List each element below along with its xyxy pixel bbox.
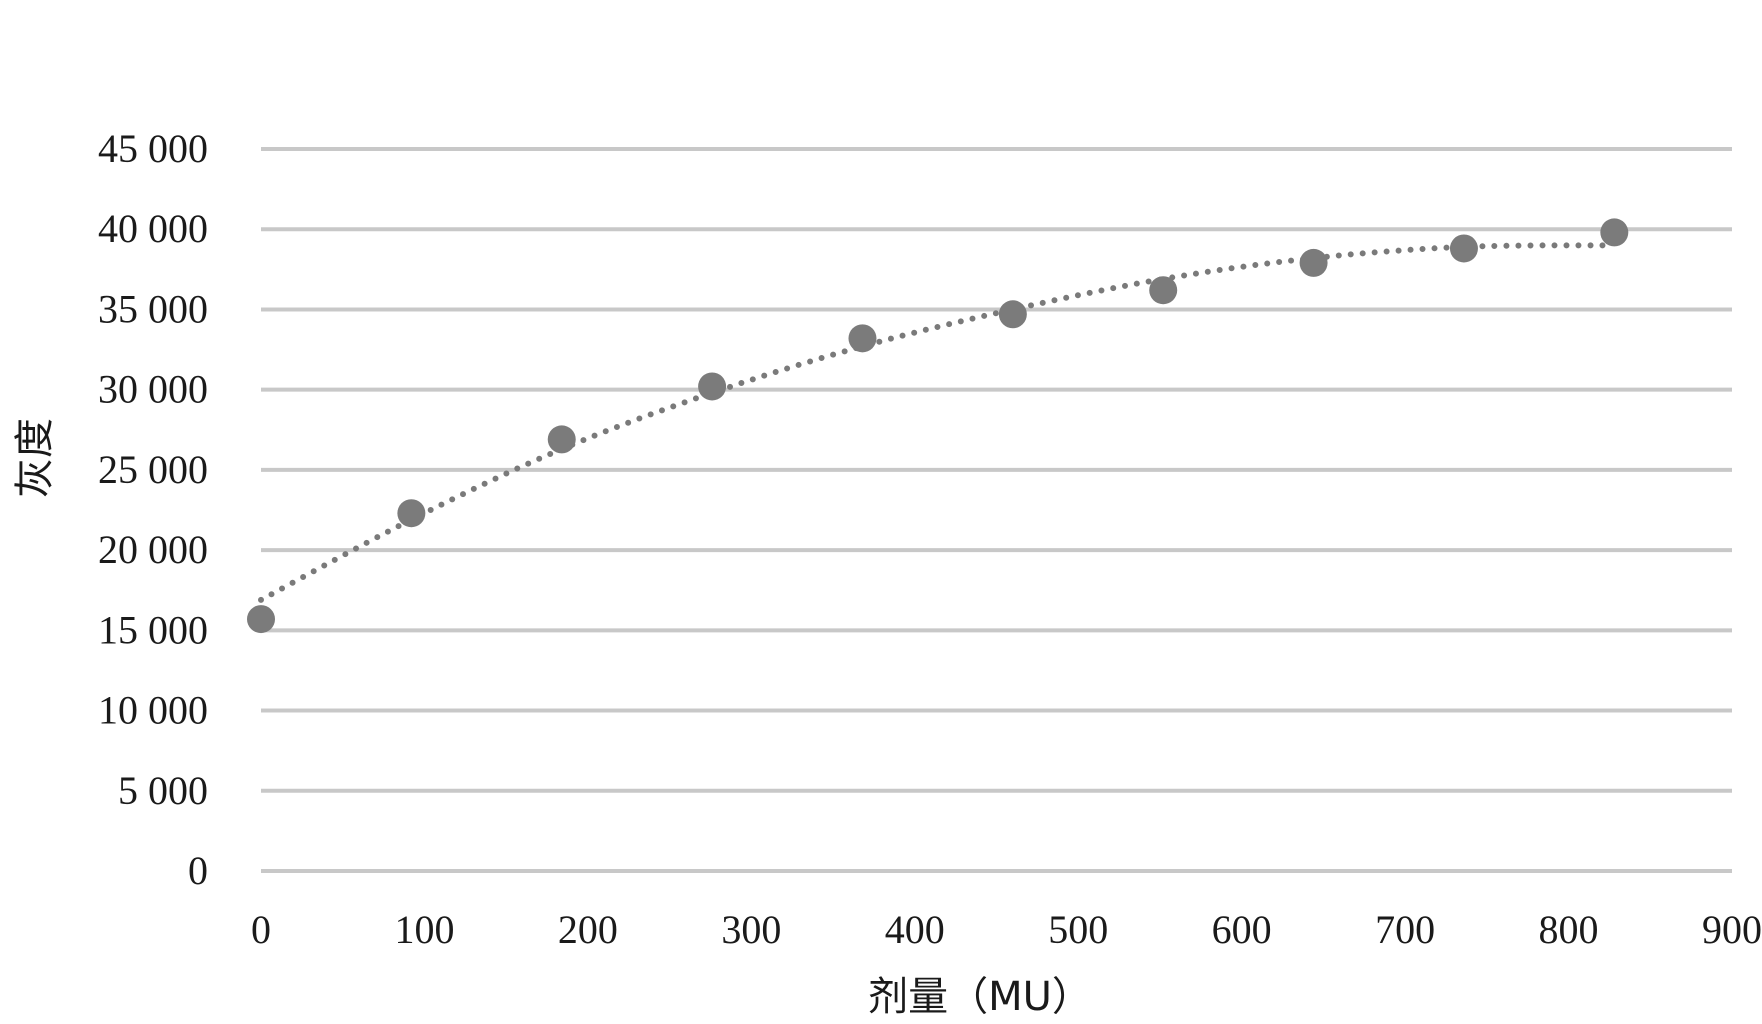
data-point	[397, 499, 426, 528]
y-tick-labels: 0 5 000 10 000 15 000 20 000 25 000 30 000 35 0…	[98, 126, 208, 893]
y-tick-label: 25 000	[98, 447, 208, 492]
y-tick-label: 15 000	[98, 607, 208, 652]
x-tick-label: 0	[251, 907, 271, 952]
y-tick-label: 30 000	[98, 367, 208, 412]
x-tick-labels: 0 100 200 300 400 500 600 700 800 900	[251, 907, 1762, 952]
x-tick-label: 600	[1212, 907, 1272, 952]
data-point	[1149, 276, 1178, 305]
data-point	[848, 324, 877, 353]
y-tick-label: 35 000	[98, 286, 208, 331]
y-tick-label: 10 000	[98, 688, 208, 733]
data-point	[247, 605, 275, 634]
y-tick-label: 20 000	[98, 527, 208, 572]
data-point	[698, 372, 727, 401]
x-tick-label: 800	[1539, 907, 1599, 952]
x-tick-label: 100	[394, 907, 454, 952]
x-tick-label: 500	[1048, 907, 1108, 952]
y-axis-title: 灰度	[12, 418, 58, 498]
x-tick-label: 200	[558, 907, 618, 952]
trendline	[258, 242, 1618, 603]
x-tick-label: 700	[1375, 907, 1435, 952]
data-point	[1600, 218, 1629, 247]
x-tick-label: 900	[1702, 907, 1762, 952]
data-point	[1299, 248, 1328, 277]
data-point	[547, 425, 576, 454]
data-point	[1449, 234, 1478, 263]
y-tick-label: 5 000	[118, 768, 208, 813]
data-points	[247, 218, 1629, 634]
y-tick-label: 0	[188, 848, 208, 893]
gridlines	[261, 147, 1732, 873]
y-tick-label: 40 000	[98, 206, 208, 251]
x-tick-label: 300	[721, 907, 781, 952]
x-tick-label: 400	[885, 907, 945, 952]
data-point	[998, 300, 1027, 329]
x-axis-title: 剂量（MU）	[868, 974, 1092, 1020]
y-tick-label: 45 000	[98, 126, 208, 171]
